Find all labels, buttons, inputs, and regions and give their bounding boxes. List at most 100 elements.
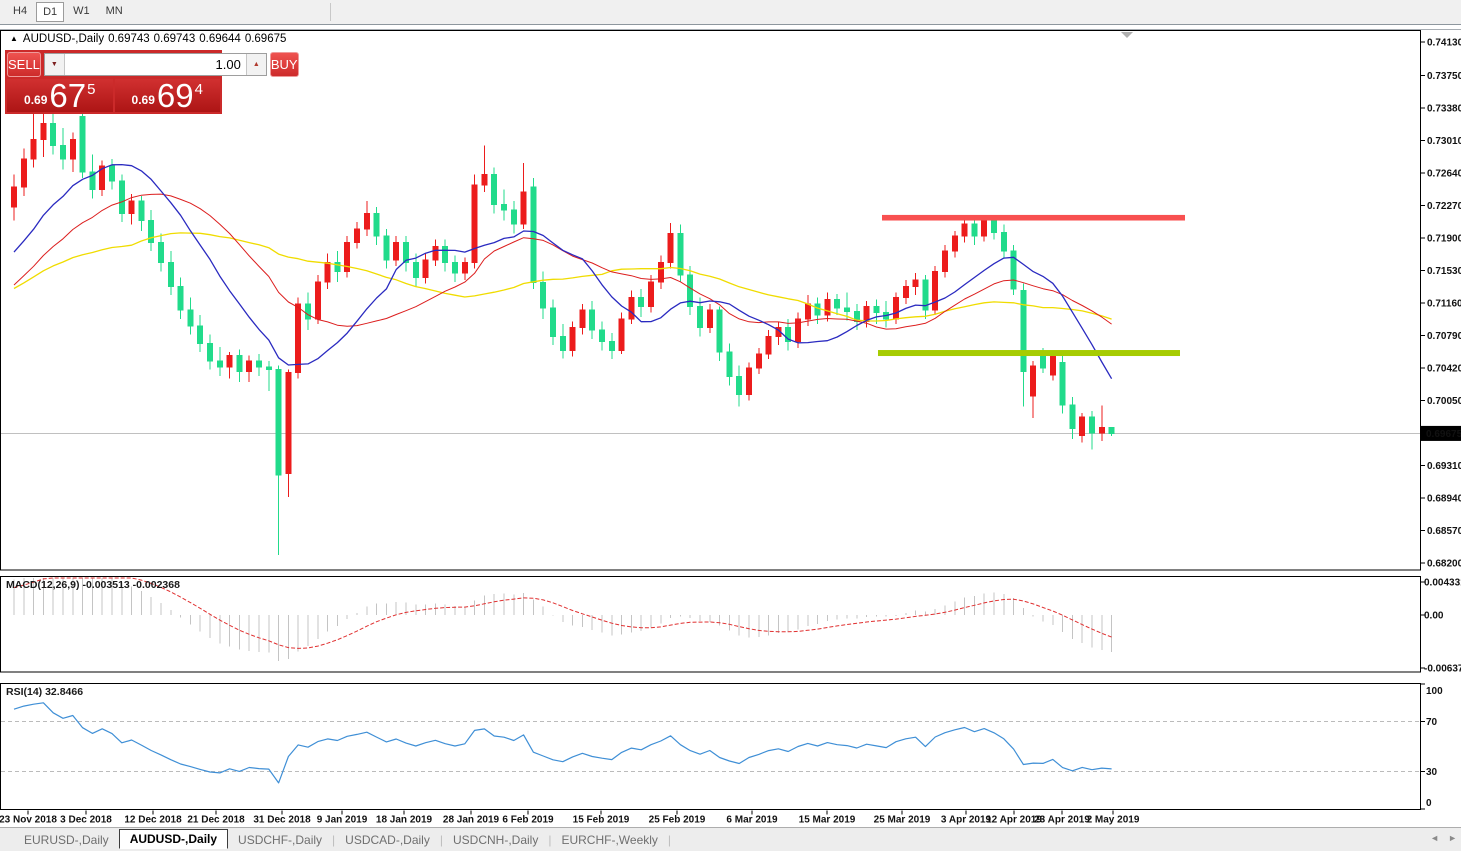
svg-text:0.69310: 0.69310 xyxy=(1427,461,1461,472)
svg-text:0: 0 xyxy=(1426,798,1432,809)
svg-text:-0.006373: -0.006373 xyxy=(1424,664,1461,675)
timeframe-tabs: H4 D1 W1 MN xyxy=(6,2,132,22)
tabs-scroll-right-icon[interactable]: ► xyxy=(1448,833,1457,843)
buy-price-prefix: 0.69 xyxy=(131,93,155,107)
svg-text:0.72270: 0.72270 xyxy=(1427,201,1461,212)
svg-text:2 May 2019: 2 May 2019 xyxy=(1087,815,1140,826)
svg-text:0.69675: 0.69675 xyxy=(1426,429,1461,440)
tabs-scroll-left-icon[interactable]: ◄ xyxy=(1430,833,1439,843)
sell-price-box[interactable]: 0.69 67 5 xyxy=(7,79,113,112)
rsi-panel-plot[interactable] xyxy=(1,702,1419,784)
sell-price-big: 67 xyxy=(49,77,87,114)
quote-high: 0.69743 xyxy=(153,33,196,45)
quote-close: 0.69675 xyxy=(244,33,287,45)
volume-spinner: ▼ ▲ xyxy=(43,53,267,76)
sell-button[interactable]: SELL xyxy=(7,52,41,77)
timeframe-tab-h4[interactable]: H4 xyxy=(13,5,28,17)
svg-text:0.70790: 0.70790 xyxy=(1427,331,1461,342)
svg-text:6 Feb 2019: 6 Feb 2019 xyxy=(502,815,554,826)
macd-name: MACD(12,26,9) xyxy=(6,579,80,591)
svg-text:0.71900: 0.71900 xyxy=(1427,233,1461,244)
svg-text:31 Dec 2018: 31 Dec 2018 xyxy=(253,815,311,826)
svg-text:6 Mar 2019: 6 Mar 2019 xyxy=(726,815,778,826)
svg-text:15 Feb 2019: 15 Feb 2019 xyxy=(573,815,630,826)
tab-separator: | xyxy=(332,832,336,847)
tab-separator: | xyxy=(439,832,443,847)
sell-price-prefix: 0.69 xyxy=(24,93,48,107)
chart-tabs: EURUSD-,Daily AUDUSD-,Daily USDCHF-,Daily |… xyxy=(14,828,671,851)
svg-text:3 Dec 2018: 3 Dec 2018 xyxy=(60,815,112,826)
svg-text:30: 30 xyxy=(1426,767,1438,778)
volume-decrease-icon[interactable]: ▼ xyxy=(44,54,65,75)
timeframe-tab-mn[interactable]: MN xyxy=(105,5,123,17)
buy-price-big: 69 xyxy=(156,77,194,114)
timeframe-tab-d1[interactable]: D1 xyxy=(36,2,65,22)
svg-text:12 Apr 2019: 12 Apr 2019 xyxy=(986,815,1042,826)
svg-text:0.73380: 0.73380 xyxy=(1427,103,1461,114)
candles-group xyxy=(11,106,1115,556)
svg-text:0.71530: 0.71530 xyxy=(1427,266,1461,277)
chart-tab-usdcaddaily[interactable]: USDCAD-,Daily xyxy=(345,832,430,847)
chart-tab-audusddaily[interactable]: AUDUSD-,Daily xyxy=(118,828,229,849)
svg-text:25 Feb 2019: 25 Feb 2019 xyxy=(649,815,706,826)
svg-text:3 Apr 2019: 3 Apr 2019 xyxy=(941,815,992,826)
quote-open: 0.69743 xyxy=(108,33,150,45)
volume-input[interactable] xyxy=(64,54,246,75)
svg-text:15 Mar 2019: 15 Mar 2019 xyxy=(799,815,856,826)
macd-panel-plot[interactable] xyxy=(13,577,1113,662)
chart-tab-usdcnhdaily[interactable]: USDCNH-,Daily xyxy=(452,832,539,847)
support-line xyxy=(878,350,1180,357)
level-lines-group[interactable] xyxy=(878,214,1185,357)
svg-text:18 Jan 2019: 18 Jan 2019 xyxy=(376,815,433,826)
svg-text:9 Jan 2019: 9 Jan 2019 xyxy=(317,815,368,826)
svg-text:23 Apr 2019: 23 Apr 2019 xyxy=(1034,815,1090,826)
resistance-line xyxy=(882,214,1185,221)
svg-text:0.73010: 0.73010 xyxy=(1427,136,1461,147)
rsi-label: RSI(14) 32.8466 xyxy=(6,686,84,698)
timeframe-toolbar: H4 D1 W1 MN xyxy=(0,0,1461,25)
buy-price-sup: 4 xyxy=(194,81,203,98)
svg-text:0.74130: 0.74130 xyxy=(1427,38,1461,49)
chart-tab-eurusddaily[interactable]: EURUSD-,Daily xyxy=(24,832,109,847)
svg-text:0.70420: 0.70420 xyxy=(1427,363,1461,374)
svg-text:23 Nov 2018: 23 Nov 2018 xyxy=(0,815,57,826)
svg-text:70: 70 xyxy=(1426,717,1438,728)
symbol-label: AUDUSD-,Daily xyxy=(22,33,105,45)
price-axis[interactable]: 0.74130 0.73750 0.73380 0.73010 0.72640 0.722… xyxy=(1420,38,1461,570)
tab-separator: | xyxy=(548,832,552,847)
buy-button[interactable]: BUY xyxy=(269,52,299,77)
chart-tab-usdchfdaily[interactable]: USDCHF-,Daily xyxy=(238,832,323,847)
date-axis[interactable]: 23 Nov 2018 3 Dec 2018 12 Dec 2018 21 Dec 2… xyxy=(0,810,1140,826)
svg-text:100: 100 xyxy=(1426,686,1443,697)
svg-text:0.68940: 0.68940 xyxy=(1427,493,1461,504)
svg-text:0.72640: 0.72640 xyxy=(1427,168,1461,179)
quote-low: 0.69644 xyxy=(199,33,241,45)
volume-increase-icon[interactable]: ▲ xyxy=(245,54,266,75)
rsi-axis: 100 70 30 0 xyxy=(1420,683,1443,810)
svg-text:0.68200: 0.68200 xyxy=(1427,559,1461,570)
moving-averages-group xyxy=(13,163,1113,380)
svg-text:0.004331: 0.004331 xyxy=(1424,578,1461,589)
chart-tabs-bar: EURUSD-,Daily AUDUSD-,Daily USDCHF-,Daily |… xyxy=(0,827,1461,851)
tab-separator: | xyxy=(667,832,672,847)
buy-price-box[interactable]: 0.69 69 4 xyxy=(114,77,220,114)
svg-text:0.70050: 0.70050 xyxy=(1427,396,1461,407)
svg-text:0.73750: 0.73750 xyxy=(1427,71,1461,82)
toolbar-separator xyxy=(330,3,331,21)
svg-text:0.71160: 0.71160 xyxy=(1427,298,1461,309)
collapse-icon[interactable]: ▲ xyxy=(10,34,18,43)
svg-text:21 Dec 2018: 21 Dec 2018 xyxy=(187,815,245,826)
chart-tab-eurchfweekly[interactable]: EURCHF-,Weekly xyxy=(561,832,658,847)
svg-text:25 Mar 2019: 25 Mar 2019 xyxy=(874,815,931,826)
svg-text:28 Jan 2019: 28 Jan 2019 xyxy=(443,815,500,826)
autoscroll-icon[interactable] xyxy=(1121,32,1133,38)
timeframe-tab-w1[interactable]: W1 xyxy=(73,5,90,17)
macd-axis: 0.004331 0.00 -0.006373 xyxy=(1420,578,1461,675)
macd-values: -0.003513 -0.002368 xyxy=(82,579,180,591)
svg-text:0.68570: 0.68570 xyxy=(1427,526,1461,537)
quote-header: ▲ AUDUSD-,Daily 0.69743 0.69743 0.69644 0.696… xyxy=(10,33,290,45)
one-click-trade-panel: SELL ▼ ▲ BUY 0.69 67 5 0.69 69 4 xyxy=(5,50,299,114)
macd-label: MACD(12,26,9) -0.003513 -0.002368 xyxy=(6,579,180,591)
